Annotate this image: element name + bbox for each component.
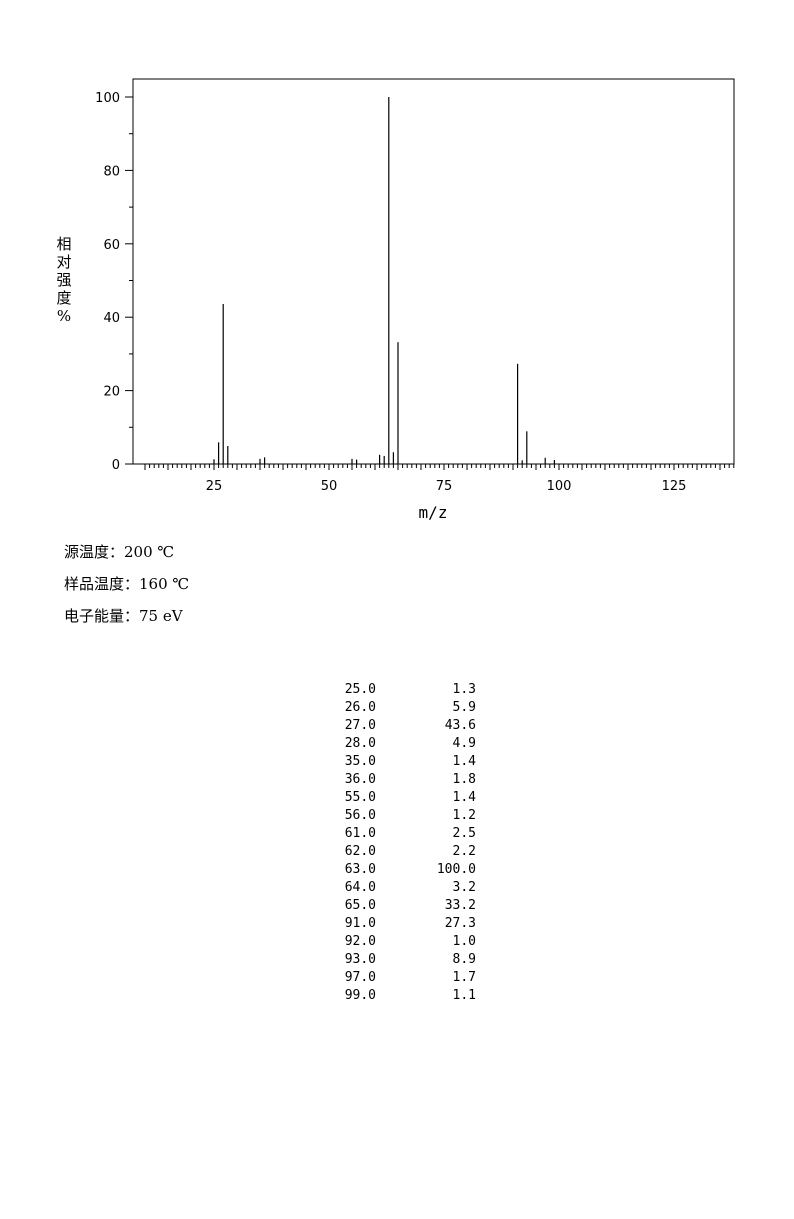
intensity-cell: 1.7 bbox=[452, 970, 476, 985]
peak-table: 25.0 1.3 26.0 5.9 27.0 43.6 28.0 4.9 35.0 1.4 36.0… bbox=[330, 681, 476, 1005]
table-row: 64.0 3.2 bbox=[330, 879, 476, 897]
x-tick-label: 75 bbox=[436, 479, 453, 494]
intensity-cell: 1.1 bbox=[452, 988, 476, 1003]
y-axis-label-char: 相 bbox=[56, 235, 71, 253]
intensity-cell: 8.9 bbox=[452, 952, 476, 967]
y-tick-label: 100 bbox=[95, 91, 120, 106]
mz-cell: 36.0 bbox=[344, 772, 376, 787]
mz-cell: 55.0 bbox=[344, 790, 376, 805]
intensity-cell: 2.5 bbox=[452, 826, 476, 841]
table-row: 35.0 1.4 bbox=[330, 753, 476, 771]
condition-row: 电子能量：75 eV bbox=[64, 605, 183, 626]
y-axis: 0 20 40 60 80 100 bbox=[95, 91, 133, 473]
plot-frame bbox=[132, 78, 735, 465]
table-row: 28.0 4.9 bbox=[330, 735, 476, 753]
mz-cell: 99.0 bbox=[344, 988, 376, 1003]
table-row: 91.0 27.3 bbox=[330, 915, 476, 933]
table-row: 63.0 100.0 bbox=[330, 861, 476, 879]
table-row: 97.0 1.7 bbox=[330, 969, 476, 987]
mz-cell: 35.0 bbox=[344, 754, 376, 769]
peak-bars bbox=[213, 97, 556, 464]
table-row: 92.0 1.0 bbox=[330, 933, 476, 951]
mz-cell: 63.0 bbox=[344, 862, 376, 877]
table-row: 93.0 8.9 bbox=[330, 951, 476, 969]
y-axis-label-char: 对 bbox=[56, 253, 71, 271]
table-row: 65.0 33.2 bbox=[330, 897, 476, 915]
mz-cell: 65.0 bbox=[344, 898, 376, 913]
intensity-cell: 1.8 bbox=[452, 772, 476, 787]
y-tick-label: 40 bbox=[103, 311, 120, 326]
condition-label: 电子能量： bbox=[64, 607, 140, 625]
y-tick-label: 60 bbox=[103, 238, 120, 253]
intensity-cell: 100.0 bbox=[436, 862, 476, 877]
table-row: 26.0 5.9 bbox=[330, 699, 476, 717]
mz-cell: 97.0 bbox=[344, 970, 376, 985]
intensity-cell: 3.2 bbox=[452, 880, 476, 895]
x-tick-label: 25 bbox=[206, 479, 223, 494]
table-row: 99.0 1.1 bbox=[330, 987, 476, 1005]
y-axis-label-char: % bbox=[57, 307, 71, 325]
condition-value: 200 ℃ bbox=[124, 543, 175, 561]
intensity-cell: 1.4 bbox=[452, 754, 476, 769]
table-row: 36.0 1.8 bbox=[330, 771, 476, 789]
condition-label: 源温度： bbox=[64, 543, 125, 561]
mz-cell: 92.0 bbox=[344, 934, 376, 949]
mz-cell: 26.0 bbox=[344, 700, 376, 715]
mz-cell: 61.0 bbox=[344, 826, 376, 841]
x-tick-label: 125 bbox=[662, 479, 687, 494]
x-tick-label: 100 bbox=[547, 479, 572, 494]
intensity-cell: 5.9 bbox=[452, 700, 476, 715]
table-row: 27.0 43.6 bbox=[330, 717, 476, 735]
mz-cell: 25.0 bbox=[344, 682, 376, 697]
intensity-cell: 4.9 bbox=[452, 736, 476, 751]
mz-cell: 28.0 bbox=[344, 736, 376, 751]
mz-cell: 62.0 bbox=[344, 844, 376, 859]
x-tick-label: 50 bbox=[321, 479, 338, 494]
mz-cell: 93.0 bbox=[344, 952, 376, 967]
y-tick-label: 20 bbox=[103, 385, 120, 400]
table-row: 55.0 1.4 bbox=[330, 789, 476, 807]
intensity-cell: 27.3 bbox=[444, 916, 476, 931]
condition-row: 样品温度：160 ℃ bbox=[64, 573, 189, 594]
y-tick-label: 0 bbox=[112, 458, 120, 473]
condition-value: 75 eV bbox=[139, 607, 183, 625]
intensity-cell: 1.2 bbox=[452, 808, 476, 823]
condition-row: 源温度：200 ℃ bbox=[64, 541, 174, 562]
mz-cell: 56.0 bbox=[344, 808, 376, 823]
mz-cell: 27.0 bbox=[344, 718, 376, 733]
y-axis-label-char: 度 bbox=[56, 289, 71, 307]
intensity-cell: 2.2 bbox=[452, 844, 476, 859]
mz-cell: 64.0 bbox=[344, 880, 376, 895]
table-row: 56.0 1.2 bbox=[330, 807, 476, 825]
intensity-cell: 43.6 bbox=[444, 718, 476, 733]
y-axis-label-char: 强 bbox=[56, 271, 71, 289]
intensity-cell: 1.0 bbox=[452, 934, 476, 949]
x-axis: 25 50 75 100 125 bbox=[144, 464, 735, 494]
condition-label: 样品温度： bbox=[64, 575, 140, 593]
x-axis-label: m/z bbox=[419, 503, 448, 522]
condition-value: 160 ℃ bbox=[139, 575, 190, 593]
intensity-cell: 1.4 bbox=[452, 790, 476, 805]
table-row: 25.0 1.3 bbox=[330, 681, 476, 699]
intensity-cell: 33.2 bbox=[444, 898, 476, 913]
table-row: 62.0 2.2 bbox=[330, 843, 476, 861]
y-tick-label: 80 bbox=[103, 164, 120, 179]
table-row: 61.0 2.5 bbox=[330, 825, 476, 843]
mz-cell: 91.0 bbox=[344, 916, 376, 931]
intensity-cell: 1.3 bbox=[452, 682, 476, 697]
